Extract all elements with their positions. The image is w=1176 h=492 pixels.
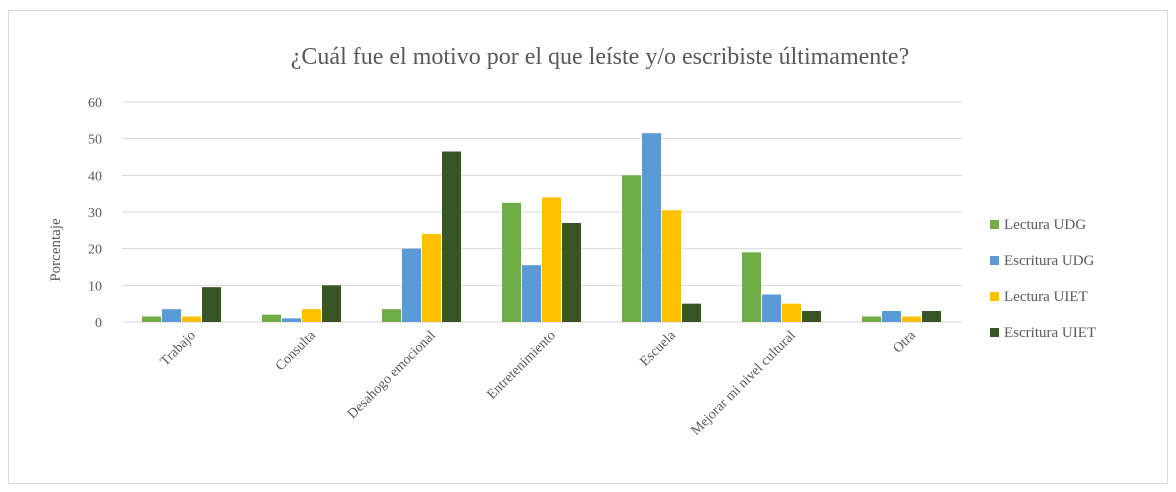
legend-swatch [990, 328, 999, 337]
bar [502, 202, 521, 322]
bar [882, 311, 901, 322]
chart-frame [8, 10, 1168, 484]
y-tick-label: 40 [88, 169, 102, 184]
legend-label: Lectura UDG [1004, 217, 1086, 233]
x-tick-label: Escuela [637, 328, 679, 370]
legend-label: Escritura UIET [1004, 325, 1096, 341]
bar [562, 223, 581, 322]
x-tick-labels: Trabajo Consulta Desahogo emocional Entrete… [158, 328, 920, 439]
x-tick-label: Entretenimiento [484, 328, 558, 402]
legend-swatch [990, 220, 999, 229]
bar [642, 133, 661, 322]
bar [142, 316, 161, 322]
bar [422, 234, 441, 322]
chart-title: ¿Cuál fue el motivo por el que leíste y/… [291, 44, 909, 70]
bar [442, 151, 461, 322]
y-tick-label: 20 [88, 243, 102, 258]
y-axis-label: Porcentaje [48, 218, 64, 282]
bar [262, 314, 281, 322]
bar [662, 210, 681, 322]
bar [622, 175, 641, 322]
bar [322, 285, 341, 322]
legend-swatch [990, 256, 999, 265]
y-tick-label: 30 [88, 206, 102, 221]
bars [142, 133, 941, 322]
bar [182, 316, 201, 322]
x-tick-label: Mejorar mi nivel cultural [688, 328, 798, 438]
y-tick-label: 50 [88, 133, 102, 148]
bar [382, 309, 401, 322]
y-tick-labels: 0 10 20 30 40 50 60 [88, 96, 102, 331]
x-tick-label: Trabajo [158, 328, 199, 369]
bar [522, 265, 541, 322]
bar [902, 316, 921, 322]
bar [922, 311, 941, 322]
bar [742, 252, 761, 322]
bar [802, 311, 821, 322]
legend: Lectura UDG Escritura UDG Lectura UIET Escr… [990, 217, 1096, 341]
x-tick-label: Desahogo emocional [345, 328, 439, 422]
bar [782, 303, 801, 322]
legend-label: Lectura UIET [1004, 289, 1088, 305]
legend-label: Escritura UDG [1004, 253, 1095, 269]
y-tick-label: 10 [88, 279, 102, 294]
x-tick-label: Consulta [273, 328, 319, 374]
bar [682, 303, 701, 322]
bar [302, 309, 321, 322]
bar [202, 287, 221, 322]
bar [542, 197, 561, 322]
legend-swatch [990, 292, 999, 301]
bar [862, 316, 881, 322]
y-tick-label: 0 [95, 316, 102, 331]
bar [162, 309, 181, 322]
bar [762, 294, 781, 322]
bar [282, 318, 301, 322]
bar [402, 248, 421, 322]
y-tick-label: 60 [88, 96, 102, 111]
x-tick-label: Otra [891, 328, 920, 357]
